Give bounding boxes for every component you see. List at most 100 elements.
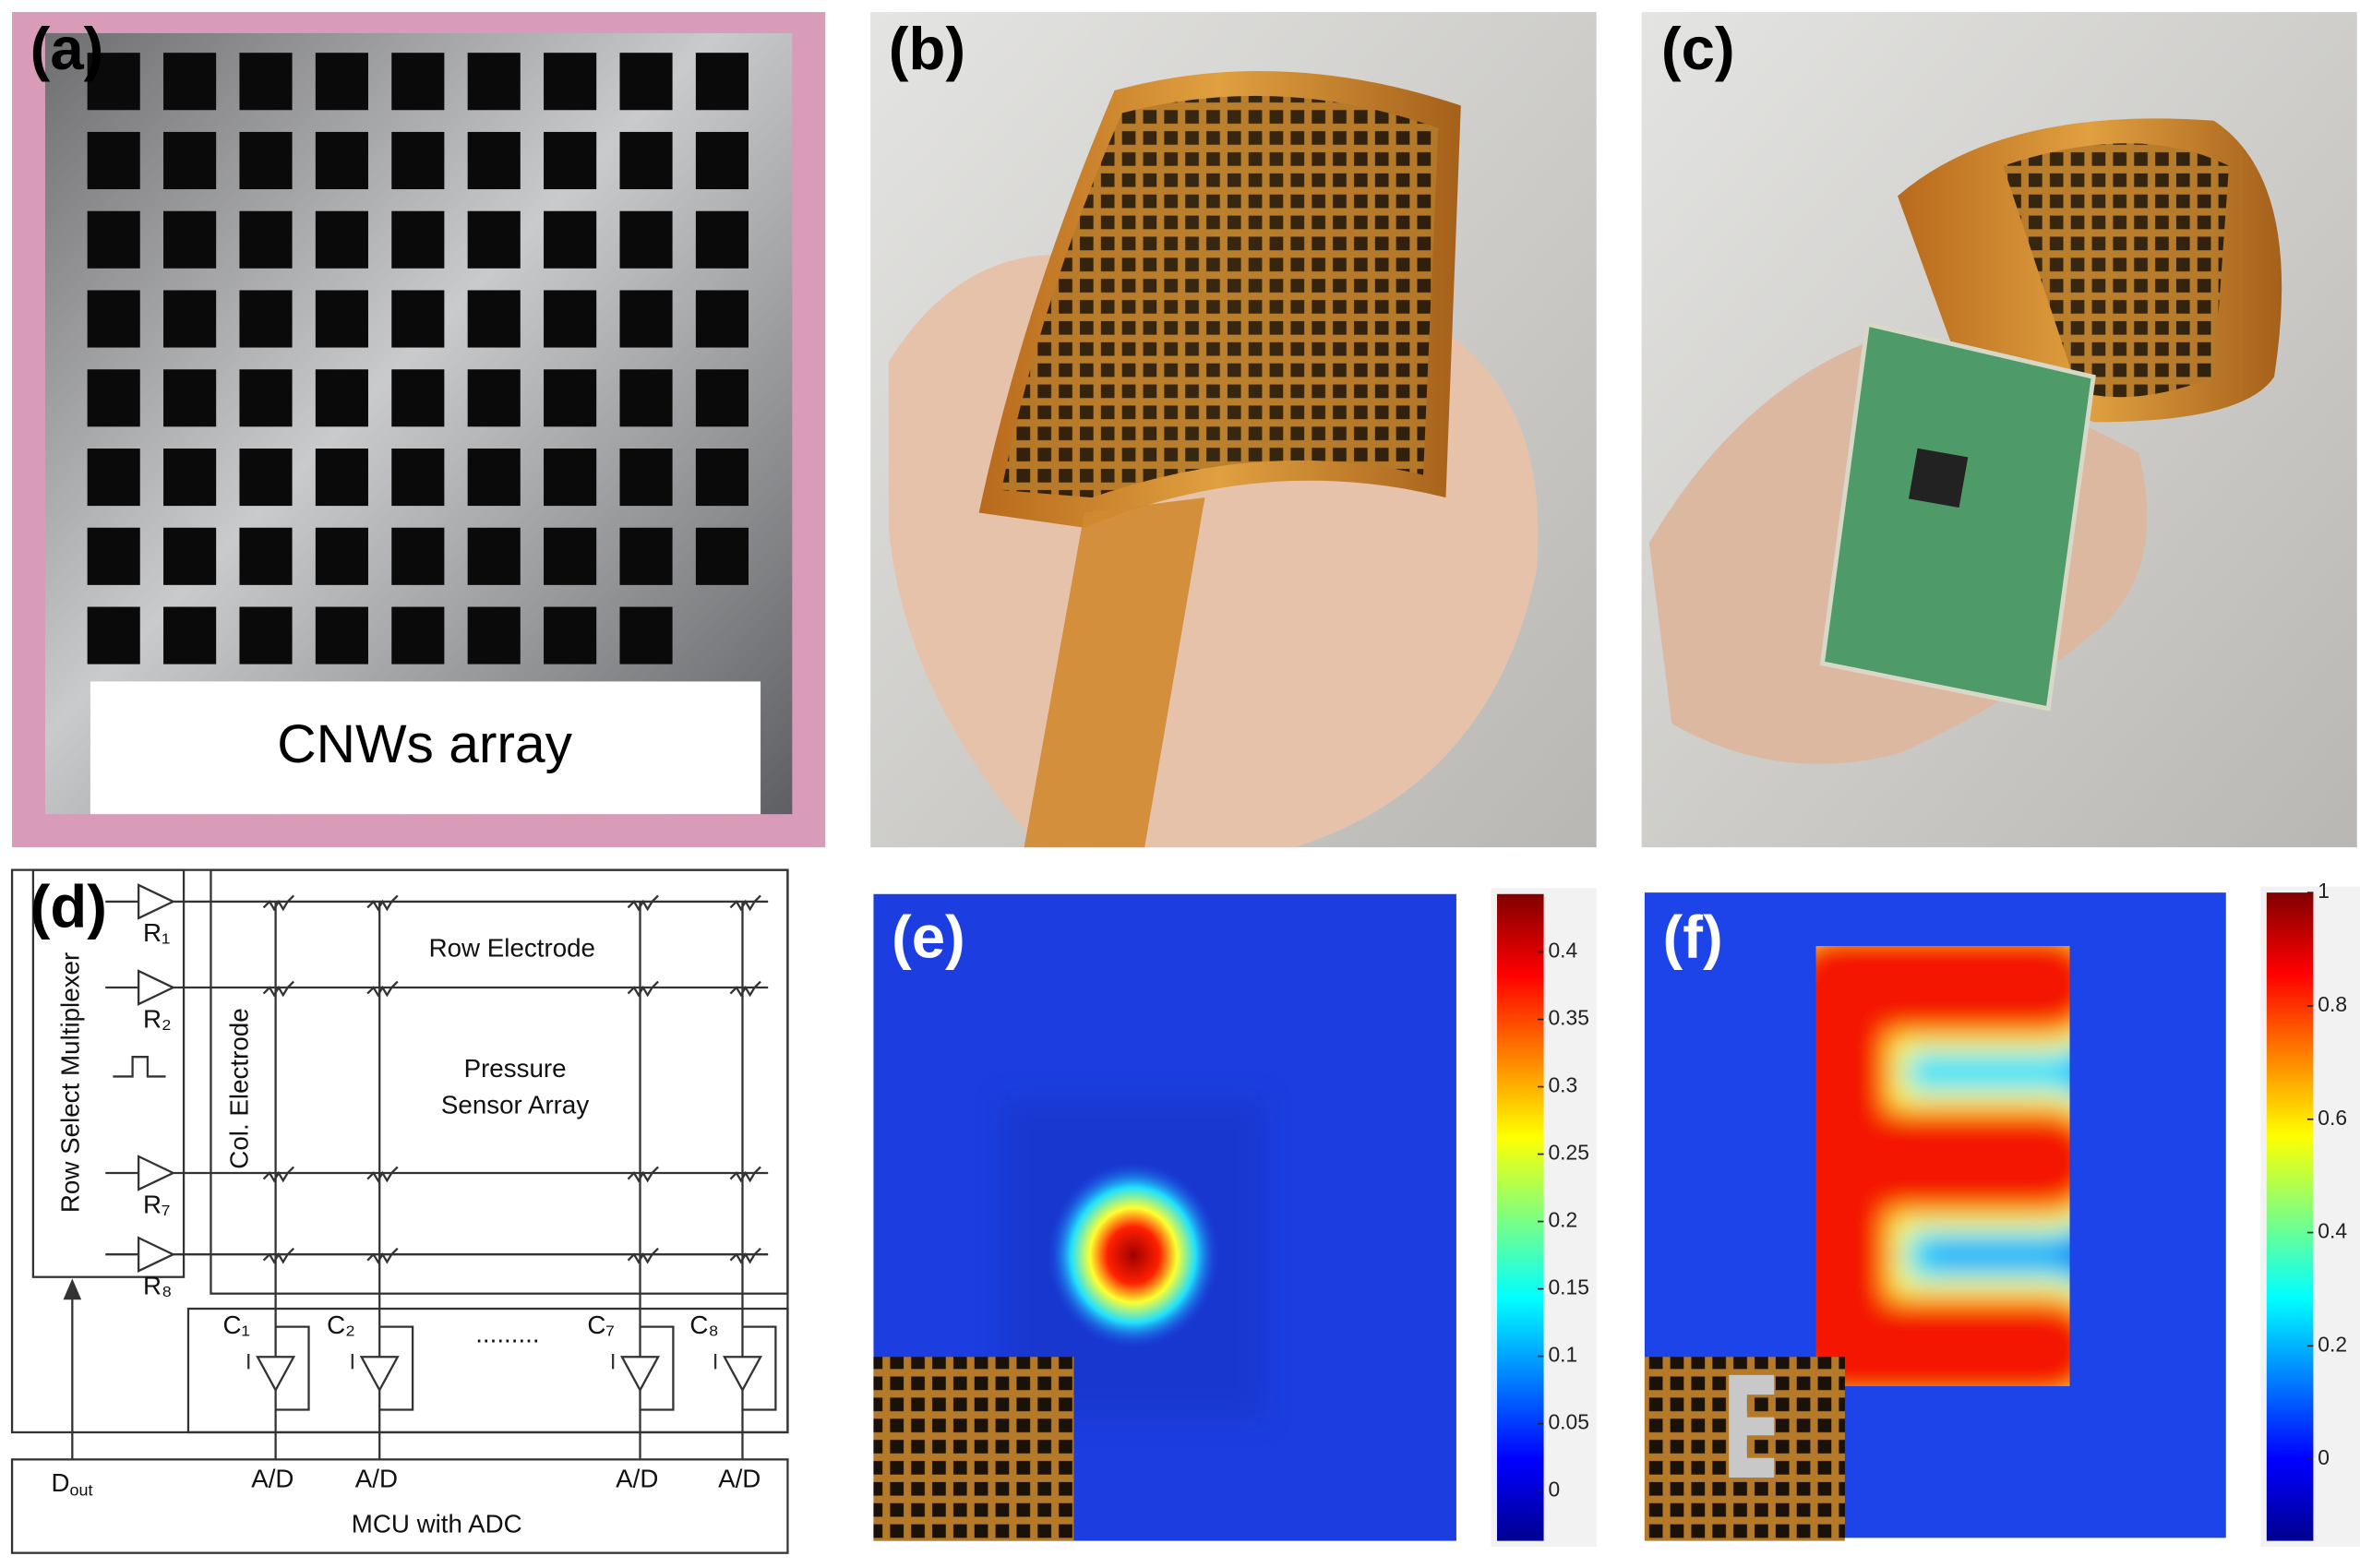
colorbar-tick-label: 0.4 xyxy=(2318,1219,2347,1243)
sensor-pad xyxy=(544,131,597,190)
sensor-pad xyxy=(239,449,293,507)
sensor-pad xyxy=(467,369,521,427)
caption-box xyxy=(90,681,761,815)
sensor-pad xyxy=(87,131,140,190)
sensor-pad xyxy=(87,606,140,664)
sensor-array-label: Sensor Array xyxy=(441,1090,589,1119)
amplifier-box xyxy=(186,1307,789,1434)
row-electrode-label: Row Electrode xyxy=(429,934,595,963)
resistor xyxy=(366,894,399,912)
sensor-pad xyxy=(315,290,368,348)
sensor-pad xyxy=(544,53,597,111)
column-amplifier xyxy=(722,1356,762,1393)
column-label: C₁ xyxy=(223,1311,250,1339)
sensor-pad xyxy=(467,606,521,664)
row-buffer xyxy=(137,1155,176,1191)
heat-band xyxy=(1786,931,2100,1401)
adc-label: A/D xyxy=(718,1465,761,1493)
row-buffer xyxy=(137,883,176,920)
resistor xyxy=(627,1166,659,1183)
row-label: R₁ xyxy=(143,918,170,947)
adc-label: A/D xyxy=(616,1465,658,1493)
column-label: C₇ xyxy=(587,1311,615,1339)
sensor-pad xyxy=(544,290,597,348)
multiplexer-box xyxy=(31,868,186,1278)
colorbar-tick-label: 0.6 xyxy=(2318,1106,2347,1130)
panel-d: Row Select Multiplexer Row Electrode Col… xyxy=(10,868,789,1554)
sensor-pad xyxy=(87,369,140,427)
sensor-pad xyxy=(163,527,217,585)
sensor-pad xyxy=(315,369,368,427)
sensor-array-label: Pressure xyxy=(464,1054,567,1083)
dout-label: Dout xyxy=(51,1468,92,1499)
sensor-pad xyxy=(467,53,521,111)
colorbar-tick-label: 0.15 xyxy=(1548,1275,1588,1299)
chip xyxy=(1908,448,1969,509)
sensor-pad xyxy=(619,53,673,111)
panel-c: (c) xyxy=(1641,12,2357,848)
sensor-pad xyxy=(315,606,368,664)
colorbar-tick-label: 0.35 xyxy=(1548,1006,1588,1030)
sensor-pad xyxy=(87,527,140,585)
sensor-pad xyxy=(467,131,521,190)
row-label: R₈ xyxy=(143,1271,173,1299)
sensor-pad xyxy=(163,210,217,269)
sensor-pad xyxy=(163,369,217,427)
column-label: C₈ xyxy=(689,1311,719,1339)
sensor-pad xyxy=(315,131,368,190)
sensor-pad xyxy=(544,606,597,664)
column-label: C₂ xyxy=(327,1311,355,1339)
adc-label: A/D xyxy=(355,1465,398,1493)
colorbar-scale xyxy=(2266,892,2314,1541)
colorbar-tick-label: 0.3 xyxy=(1548,1073,1577,1097)
panel-label: (b) xyxy=(889,15,965,82)
sensor-pad xyxy=(163,290,217,348)
resistor xyxy=(627,1247,659,1264)
colorbar: 0 0.2 0.4 0.6 0.8 1 xyxy=(2260,879,2360,1548)
panel-f: (f) 0 0.2 0.4 0.6 0.8 1 xyxy=(1644,879,2360,1548)
resistor xyxy=(366,980,399,998)
sensor-pad xyxy=(467,210,521,269)
amp-feedback xyxy=(351,1309,414,1411)
multiplexer-label: Row Select Multiplexer xyxy=(56,952,85,1213)
sensor-pad xyxy=(163,449,217,507)
sensor-pad xyxy=(695,53,749,111)
resistor xyxy=(366,1166,399,1183)
resistor xyxy=(262,1247,295,1264)
colorbar-tick-label: 0.05 xyxy=(1548,1410,1588,1434)
sensor-pad xyxy=(315,449,368,507)
sensor-pad xyxy=(544,369,597,427)
circuit-board xyxy=(1819,321,2096,712)
resistor xyxy=(627,894,659,912)
colorbar-tick-label: 0.2 xyxy=(1548,1208,1577,1232)
amp-feedback xyxy=(247,1309,310,1411)
sensor-pad xyxy=(315,527,368,585)
sensor-pad xyxy=(695,210,749,269)
pressure-spot xyxy=(1047,1160,1220,1350)
colorbar-scale xyxy=(1496,893,1544,1541)
resistor xyxy=(262,1166,295,1183)
resistor xyxy=(729,894,761,912)
sensor-pad xyxy=(695,449,749,507)
sensor-pad xyxy=(239,606,293,664)
sensor-pad xyxy=(163,606,217,664)
panel-a: CNWs array (a) xyxy=(12,12,826,848)
panel-b: (b) xyxy=(870,12,1597,848)
sensor-pad xyxy=(239,131,293,190)
panel-label: (c) xyxy=(1661,15,1735,82)
array-box xyxy=(210,868,789,1295)
column-amplifier xyxy=(359,1356,400,1393)
colorbar-tick-label: 0.2 xyxy=(2318,1332,2347,1356)
panel-label: (f) xyxy=(1662,903,1722,970)
sensor-pad xyxy=(619,527,673,585)
sensor-pad xyxy=(544,449,597,507)
dout-sub: out xyxy=(70,1480,93,1499)
mcu-box xyxy=(10,1458,789,1554)
row-buffer xyxy=(137,1236,176,1273)
sensor-pad xyxy=(239,369,293,427)
inset-letter xyxy=(1729,1374,1775,1478)
sensor-pad xyxy=(315,210,368,269)
resistor xyxy=(729,1247,761,1264)
